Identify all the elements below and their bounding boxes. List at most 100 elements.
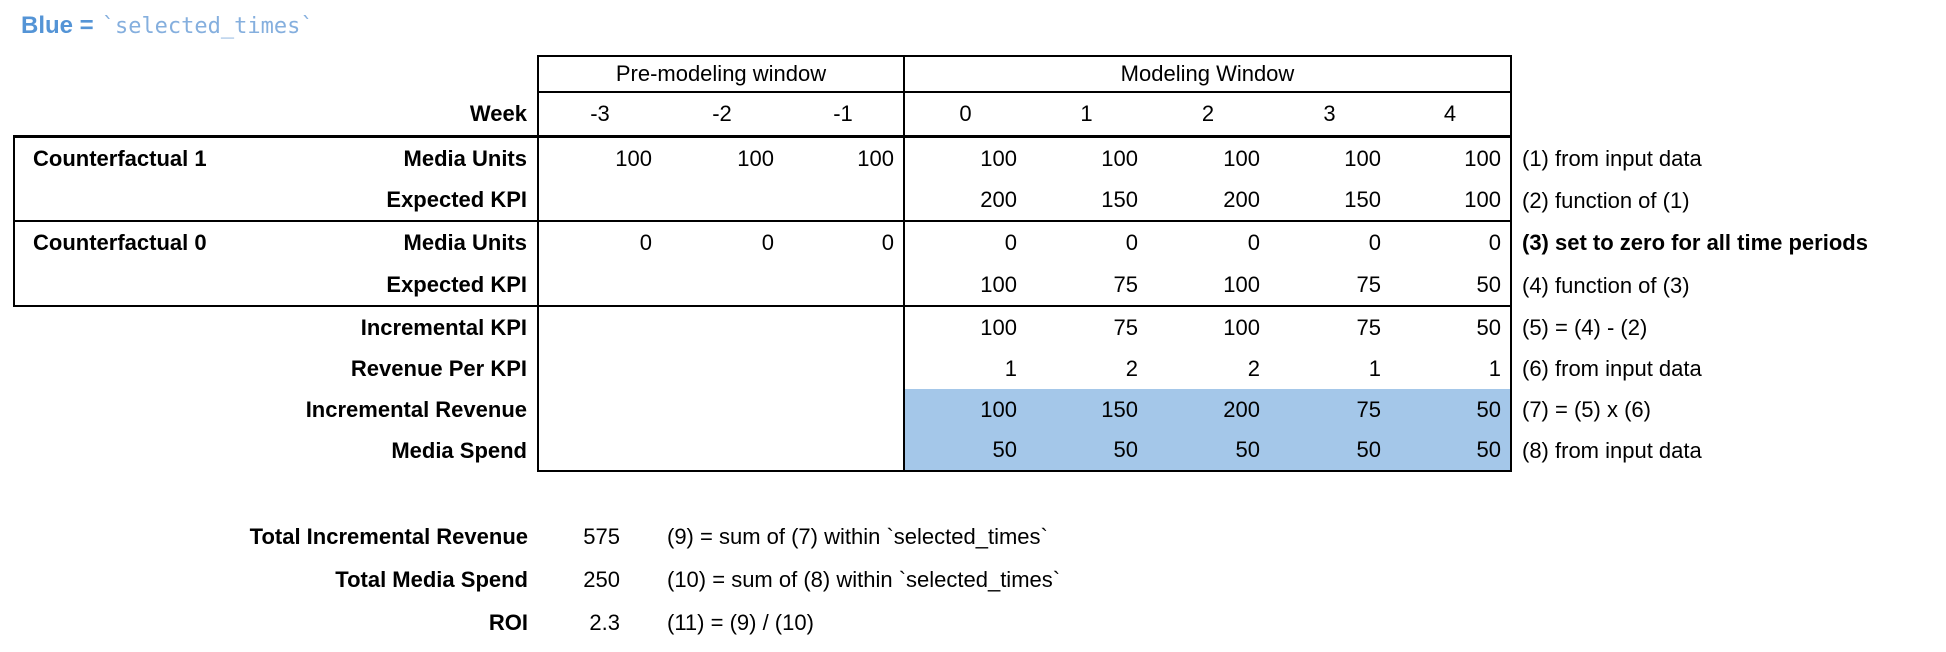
data-cell: 0: [1247, 230, 1260, 255]
summary-row-total-incremental-revenue: Total Incremental Revenue 575 (9) = sum …: [13, 515, 1060, 558]
data-cell: [539, 264, 661, 307]
data-cell: 0: [1390, 222, 1512, 264]
data-cell: [661, 389, 783, 430]
data-cell: 100: [1223, 314, 1260, 340]
data-cell: 2: [1247, 355, 1260, 381]
data-cell-highlighted: 50: [1269, 430, 1390, 472]
header-spacer: [1512, 55, 1946, 93]
data-cell-highlighted: 150: [1026, 389, 1147, 430]
summary-note: (9) = sum of (7) within `selected_times`: [667, 523, 1048, 549]
row-note: (7) = (5) x (6): [1522, 396, 1651, 422]
row-header-cf0-expected-kpi: Expected KPI: [13, 264, 539, 307]
data-cell: [783, 348, 905, 389]
data-cell: [661, 430, 783, 472]
data-cell: [783, 430, 905, 472]
data-cell: 100: [1344, 146, 1381, 171]
row-label: Media Units: [403, 230, 527, 255]
summary-row-total-media-spend: Total Media Spend 250 (10) = sum of (8) …: [13, 558, 1060, 601]
data-cell: 200: [1147, 180, 1269, 222]
row-note: (5) = (4) - (2): [1522, 314, 1648, 340]
data-cell-highlighted: 100: [905, 389, 1026, 430]
data-cell-highlighted: 50: [1390, 430, 1512, 472]
week-cell: 4: [1390, 93, 1512, 138]
data-cell: [539, 389, 661, 430]
data-cell: [783, 307, 905, 348]
data-cell: 50: [1390, 264, 1512, 307]
data-cell: [661, 180, 783, 222]
week-cell: -3: [539, 93, 661, 138]
data-cell: 2: [1125, 355, 1138, 381]
summary-value: 250: [583, 566, 620, 592]
row-header-incremental-revenue: Incremental Revenue: [13, 389, 539, 430]
data-cell: 100: [980, 314, 1017, 340]
row-note: (1) from input data: [1522, 146, 1702, 171]
data-cell: 1: [1368, 355, 1381, 381]
modeling-window-header: Modeling Window: [905, 55, 1512, 93]
data-cell: 0: [1004, 230, 1017, 255]
data-cell: [783, 180, 905, 222]
data-cell-highlighted: 50: [1147, 430, 1269, 472]
data-cell: 1: [1004, 355, 1017, 381]
data-cell: 75: [1026, 264, 1147, 307]
row-label: Expected KPI: [386, 187, 527, 212]
data-cell-highlighted: 50: [1390, 389, 1512, 430]
week-cell: 1: [1026, 93, 1147, 138]
summary-value: 2.3: [589, 609, 620, 635]
data-cell: [661, 264, 783, 307]
data-cell: 50: [1390, 307, 1512, 348]
data-cell: 100: [1390, 138, 1512, 180]
data-cell: 100: [905, 264, 1026, 307]
data-cell: 100: [980, 146, 1017, 171]
data-cell: 100: [737, 146, 774, 171]
row-note: (3) set to zero for all time periods: [1522, 230, 1868, 255]
row-note: (4) function of (3): [1522, 272, 1690, 298]
data-cell: 150: [1026, 180, 1147, 222]
data-cell: [783, 389, 905, 430]
pre-modeling-window-header: Pre-modeling window: [539, 55, 905, 93]
legend: Blue = `selected_times`: [21, 12, 314, 40]
data-cell-highlighted: 50: [905, 430, 1026, 472]
data-cell: 200: [905, 180, 1026, 222]
data-cell: 75: [1356, 314, 1381, 340]
data-cell: 150: [1269, 180, 1390, 222]
data-cell: 0: [1125, 230, 1138, 255]
summary-label: Total Media Spend: [335, 566, 528, 592]
group-label: Counterfactual 1: [33, 146, 207, 171]
data-cell-highlighted: 50: [1026, 430, 1147, 472]
data-cell: 100: [783, 138, 905, 180]
week-cell: -2: [661, 93, 783, 138]
data-cell: 75: [1269, 264, 1390, 307]
row-header-incremental-kpi: Incremental KPI: [13, 307, 539, 348]
row-header-media-spend: Media Spend: [13, 430, 539, 472]
data-cell: 100: [1390, 180, 1512, 222]
data-cell: [539, 307, 661, 348]
data-cell: 100: [1223, 146, 1260, 171]
data-cell: 0: [639, 230, 652, 255]
week-cell: -1: [783, 93, 905, 138]
data-cell: 0: [783, 222, 905, 264]
data-cell-highlighted: 75: [1269, 389, 1390, 430]
data-cell: 100: [615, 146, 652, 171]
data-cell: 100: [1147, 264, 1269, 307]
data-cell: 0: [761, 230, 774, 255]
roi-calculation-table: Pre-modeling window Modeling Window Week…: [13, 55, 1946, 472]
row-header-cf1-media-units: Counterfactual 1 Media Units: [13, 138, 539, 180]
row-header-cf0-media-units: Counterfactual 0 Media Units: [13, 222, 539, 264]
week-cell: 2: [1147, 93, 1269, 138]
data-cell: 100: [1101, 146, 1138, 171]
data-cell: 0: [1368, 230, 1381, 255]
data-cell: [539, 430, 661, 472]
row-header-cf1-expected-kpi: Expected KPI: [13, 180, 539, 222]
row-label: Media Units: [403, 146, 527, 171]
data-cell: [661, 307, 783, 348]
row-note: (6) from input data: [1522, 355, 1702, 381]
row-note: (8) from input data: [1522, 438, 1702, 463]
week-row-label: Week: [13, 93, 539, 138]
data-cell: [783, 264, 905, 307]
group-label: Counterfactual 0: [33, 230, 207, 255]
data-cell-highlighted: 200: [1147, 389, 1269, 430]
data-cell: 1: [1390, 348, 1512, 389]
week-cell: 3: [1269, 93, 1390, 138]
summary-note: (11) = (9) / (10): [667, 609, 814, 635]
data-cell: [661, 348, 783, 389]
